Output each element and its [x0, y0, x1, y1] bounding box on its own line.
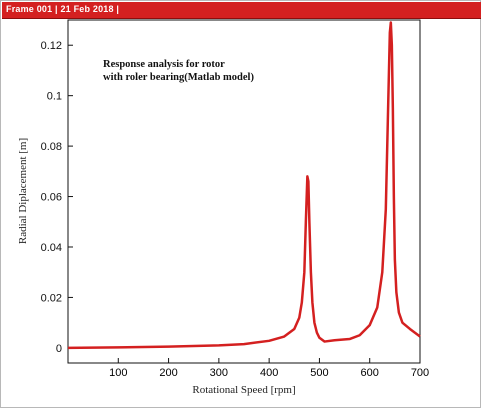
x-tick-label: 600: [361, 367, 379, 379]
x-tick-label: 100: [109, 367, 127, 379]
y-tick-label: 0.02: [41, 292, 62, 304]
plot-area-box: [67, 19, 421, 364]
frame-header-text: Frame 001 | 21 Feb 2018 |: [6, 4, 120, 14]
y-tick-label: 0.06: [41, 192, 62, 204]
x-axis-label: Rotational Speed [rpm]: [192, 384, 295, 396]
chart-title-line-2: with roler bearing(Matlab model): [103, 72, 254, 83]
y-tick-label: 0.12: [41, 40, 62, 52]
date-label: 21 Feb 2018: [60, 4, 114, 14]
y-tick-label: 0: [56, 343, 62, 355]
x-axis-ticks: 100 200 300 400 500 600 700: [109, 358, 429, 379]
x-tick-label: 200: [159, 367, 177, 379]
x-tick-label: 300: [210, 367, 228, 379]
chart-title-line-1: Response analysis for rotor: [103, 59, 225, 70]
y-tick-label: 0.08: [41, 141, 62, 153]
x-tick-label: 500: [310, 367, 328, 379]
frame-header-bar: Frame 001 | 21 Feb 2018 |: [2, 2, 481, 19]
y-axis-label: Radial Diplacement [m]: [17, 138, 29, 244]
y-tick-label: 0.1: [47, 91, 62, 103]
x-tick-label: 700: [411, 367, 429, 379]
frame-label: Frame 001: [6, 4, 53, 14]
response-curve-line: [67, 21, 421, 350]
x-tick-label: 400: [260, 367, 278, 379]
y-tick-label: 0.04: [41, 242, 62, 254]
y-axis-ticks: 0 0.02 0.04 0.06 0.08 0.1 0.12: [41, 40, 73, 355]
